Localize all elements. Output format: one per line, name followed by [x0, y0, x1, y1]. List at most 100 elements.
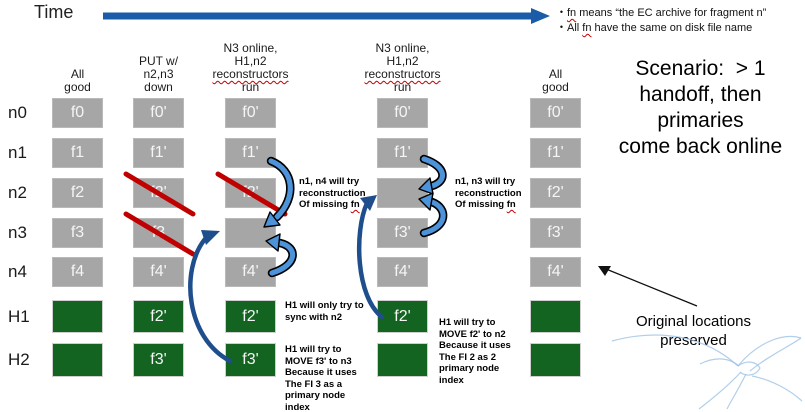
fragment-label: f0' [547, 104, 564, 121]
fragment-label: f2' [242, 307, 259, 325]
fragment-label: f4' [394, 263, 411, 280]
column-header-line: All [70, 67, 85, 81]
fragment-box-n2-col5: f2' [530, 178, 581, 208]
note-line: H1 will only try to [285, 300, 364, 311]
note-move3: H1 will try to MOVE f3' to n3 Because it u… [285, 344, 357, 412]
fragment-label: f0' [242, 104, 259, 121]
fragment-label: f3' [547, 224, 564, 241]
fragment-label: f2' [150, 307, 167, 325]
time-axis-label: Time [34, 2, 74, 22]
column-header-line: PUT w/ [138, 54, 179, 68]
fragment-label: f3 [151, 224, 166, 241]
column-header-line: N3 online, [375, 41, 430, 55]
fragment-box-n3-col2: f3 [123, 211, 196, 257]
column-header-line: H1,n2 [234, 54, 267, 68]
column-header-line: H1,n2 [386, 54, 419, 68]
note-recon3: n1, n4 will try reconstruction Of missing … [299, 176, 366, 211]
fragment-label: f4 [70, 263, 85, 280]
fragment-box-n3-col3 [225, 218, 276, 248]
fragment-box-n4-col5: f4' [530, 257, 581, 287]
note-line: n1, n3 will try [455, 176, 516, 187]
legend-notes: • fn means “the EC archive for fragment n… [556, 5, 766, 35]
fragment-label: f2' [394, 307, 411, 325]
legend-note-line: • All fn have the same on disk file name [556, 20, 766, 35]
column-header-line: run [393, 80, 412, 94]
fragment-box-H1-col1 [52, 300, 103, 333]
column-header-4: N3 online, H1,n2 reconstructors run [343, 42, 463, 94]
row-label-n0: n0 [8, 103, 27, 122]
original-locations-note: Original locations preserved [606, 312, 781, 350]
fragment-label: f4' [242, 263, 259, 280]
fragment-box-n4-col1: f4 [52, 257, 103, 287]
note-move2: H1 will try to MOVE f2' to n2 Because it u… [439, 317, 511, 386]
fragment-label: f0' [150, 104, 167, 121]
fragment-label: f1' [150, 144, 167, 161]
fragment-box-n1-col4: f1' [377, 138, 428, 168]
column-header-line: n2,n3 [143, 67, 174, 81]
fragment-box-n0-col2: f0' [133, 98, 184, 128]
fragment-box-n0-col4: f0' [377, 98, 428, 128]
row-label-n2: n2 [8, 183, 27, 202]
column-header-5: All good [496, 68, 616, 94]
column-header-3: N3 online, H1,n2 reconstructors run [191, 42, 311, 94]
original-note-line: preserved [660, 332, 727, 349]
note-line: Because it uses [285, 367, 357, 378]
note-line: index [439, 374, 464, 386]
fragment-box-H2-col3: f3' [225, 343, 276, 377]
column-header-line: down [144, 80, 173, 94]
note-line: The FI 2 as 2 [439, 351, 497, 363]
column-header-line: run [241, 80, 260, 94]
note-line: sync with n2 [285, 311, 343, 323]
note-line: reconstruction [299, 187, 366, 199]
fragment-box-n0-col1: f0 [52, 98, 103, 128]
fragment-box-n0-col5: f0' [530, 98, 581, 128]
fragment-label: f1 [70, 144, 85, 161]
fragment-box-H2-col5 [530, 343, 581, 377]
row-label-H2: H2 [8, 350, 30, 369]
fragment-box-n2-col4 [377, 178, 428, 208]
note-line: H1 will try to [285, 344, 342, 355]
fragment-box-n1-col2: f1' [133, 138, 184, 168]
fragment-label: f3' [242, 351, 259, 368]
fragment-label: f1' [242, 144, 259, 161]
fragment-box-H1-col5 [530, 300, 581, 333]
column-header-line: good [542, 80, 569, 94]
column-header-line: All [548, 67, 563, 81]
fragment-label: f1' [547, 144, 564, 161]
scenario-line: Scenario: > 1 [635, 57, 766, 80]
column-header-1: All good [18, 68, 138, 94]
bullet-icon: • [559, 7, 564, 17]
note-line: index [285, 401, 310, 412]
fragment-box-n2-col1: f2 [52, 178, 103, 208]
fragment-label: f2' [242, 184, 259, 201]
fragment-box-n4-col4: f4' [377, 257, 428, 287]
fragment-box-n3-col4: f3' [377, 218, 428, 248]
scenario-title: Scenario: > 1 handoff, then primaries come … [596, 56, 805, 160]
fragment-box-n4-col2: f4' [133, 257, 184, 287]
fragment-box-n2-col2: f2' [123, 171, 196, 217]
bullet-icon: • [559, 22, 564, 32]
column-header-line: reconstructors [364, 67, 441, 81]
scenario-line: primaries [657, 109, 744, 132]
fragment-box-H2-col4 [377, 343, 428, 377]
note-recon4: n1, n3 will try reconstruction Of missing … [455, 176, 522, 211]
fragment-box-n0-col3: f0' [225, 98, 276, 128]
fragment-box-H2-col2: f3' [133, 343, 184, 377]
fragment-box-n4-col3: f4' [225, 257, 276, 287]
original-locations-pointer [598, 266, 698, 307]
fragment-label: f0' [394, 104, 411, 121]
row-label-n1: n1 [8, 143, 27, 162]
fragment-box-H2-col1 [52, 343, 103, 377]
note-line: MOVE f3' to n3 [285, 355, 352, 367]
fragment-label: f3 [70, 224, 85, 241]
column-header-line: good [64, 80, 91, 94]
fragment-box-H1-col4: f2' [377, 300, 428, 333]
scenario-line: come back online [618, 135, 783, 158]
note-line: MOVE f2' to n2 [439, 328, 506, 340]
column-header-line: N3 online, [223, 41, 278, 55]
fragment-label: f4' [547, 263, 564, 280]
column-header-2: PUT w/n2,n3 down [99, 55, 219, 94]
fragment-box-H1-col2: f2' [133, 300, 184, 333]
fragment-box-H1-col3: f2' [225, 300, 276, 333]
